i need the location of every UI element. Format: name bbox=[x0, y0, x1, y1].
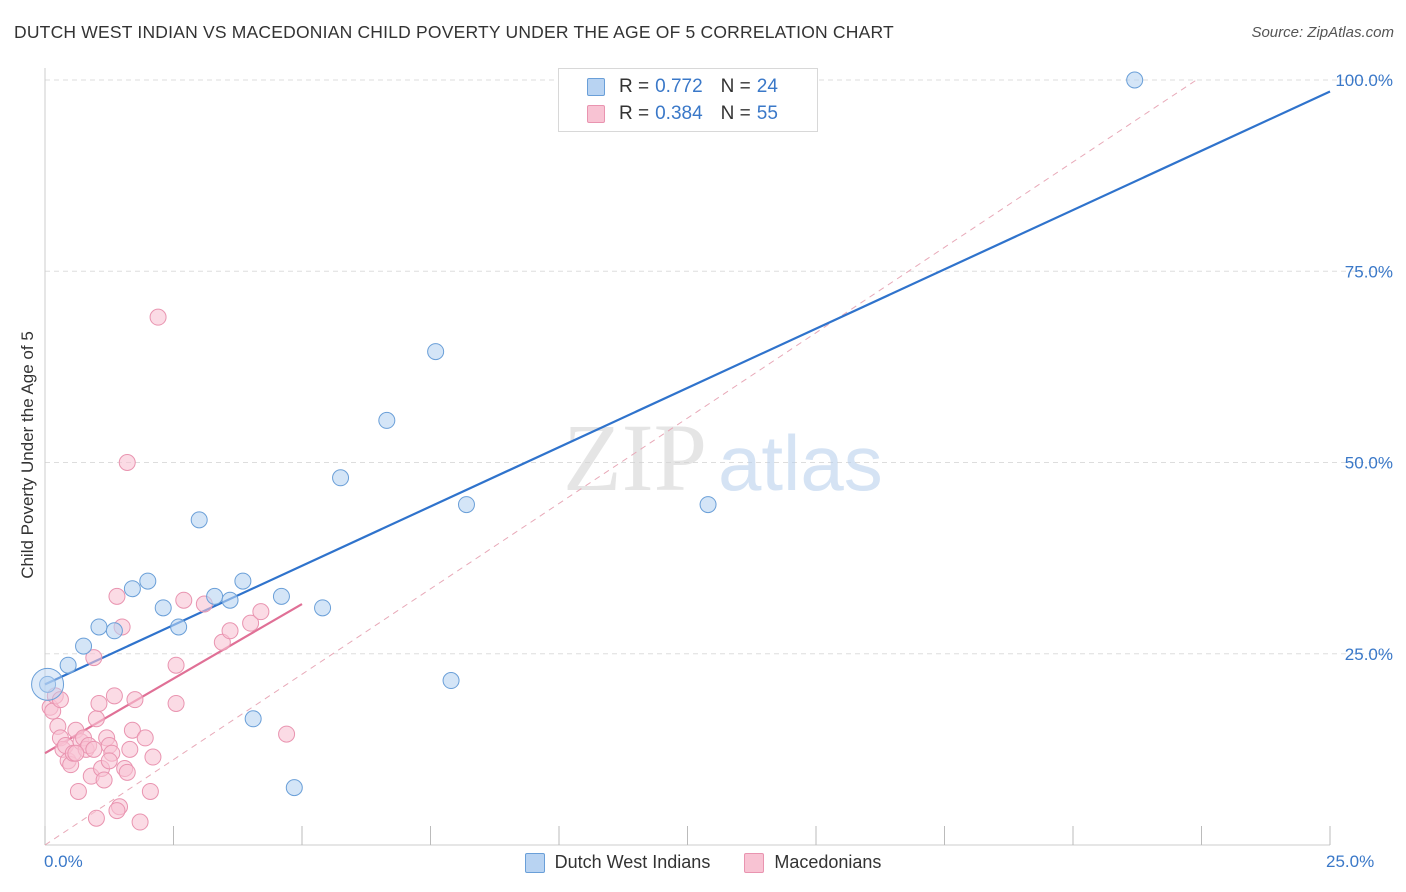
point-macedonians bbox=[121, 740, 139, 758]
y-tick-label: 75.0% bbox=[1345, 262, 1393, 281]
legend-n-value: 24 bbox=[756, 76, 778, 97]
point-macedonians bbox=[100, 752, 118, 770]
point-macedonians bbox=[123, 721, 141, 739]
point-dutch-west-indians bbox=[221, 591, 239, 609]
point-dutch-west-indians bbox=[272, 587, 290, 605]
point-macedonians bbox=[252, 603, 270, 621]
point-dutch-west-indians bbox=[170, 618, 188, 636]
x-tick-label-max: 25.0% bbox=[1326, 852, 1375, 871]
legend-r-label: R = bbox=[619, 103, 650, 124]
point-dutch-west-indians bbox=[154, 599, 172, 617]
data-points bbox=[31, 71, 1144, 831]
point-macedonians bbox=[67, 744, 85, 762]
point-dutch-west-indians bbox=[90, 618, 108, 636]
legend-n-label: N = bbox=[720, 103, 751, 124]
point-macedonians bbox=[90, 694, 108, 712]
trend-line-macedonians bbox=[44, 603, 303, 755]
point-macedonians bbox=[141, 782, 159, 800]
grid-layer bbox=[45, 79, 1392, 655]
y-axis-label: Child Poverty Under the Age of 5 bbox=[18, 331, 37, 579]
watermark-zip: ZIP bbox=[563, 404, 707, 511]
legend: R = 0.772 N = 24 R = 0.384 N = 55 bbox=[558, 68, 818, 132]
point-dutch-west-indians bbox=[285, 779, 303, 797]
legend-r-value: 0.384 bbox=[655, 103, 703, 124]
point-dutch-west-indians bbox=[234, 572, 252, 590]
point-dutch-west-indians bbox=[59, 656, 77, 674]
point-macedonians bbox=[221, 622, 239, 640]
point-dutch-west-indians bbox=[427, 343, 445, 361]
point-macedonians bbox=[167, 656, 185, 674]
chart-title: DUTCH WEST INDIAN VS MACEDONIAN CHILD PO… bbox=[14, 22, 894, 42]
point-macedonians bbox=[175, 591, 193, 609]
point-dutch-west-indians bbox=[123, 580, 141, 598]
point-dutch-west-indians bbox=[1126, 71, 1144, 89]
tick-labels: 25.0% 50.0% 75.0% 100.0% bbox=[1335, 71, 1393, 664]
legend-n-value: 55 bbox=[756, 103, 778, 124]
series-swatch-pink bbox=[744, 852, 765, 873]
series-legend-item-macedonians: Macedonians bbox=[744, 852, 881, 873]
watermark-atlas: atlas bbox=[718, 419, 883, 507]
point-dutch-west-indians bbox=[206, 587, 224, 605]
point-macedonians bbox=[69, 782, 87, 800]
point-dutch-west-indians bbox=[457, 496, 475, 514]
y-tick-label: 50.0% bbox=[1345, 454, 1393, 473]
point-macedonians bbox=[87, 809, 105, 827]
point-macedonians bbox=[87, 710, 105, 728]
legend-swatch-blue bbox=[587, 78, 605, 96]
legend-swatch-pink bbox=[587, 105, 605, 123]
point-macedonians bbox=[167, 694, 185, 712]
point-macedonians bbox=[105, 687, 123, 705]
point-dutch-west-indians bbox=[332, 469, 350, 487]
legend-row-macedonians: R = 0.384 N = 55 bbox=[587, 102, 796, 126]
point-macedonians bbox=[118, 454, 136, 471]
trend-lines bbox=[44, 79, 1331, 846]
point-dutch-west-indians bbox=[244, 710, 262, 728]
point-dutch-west-indians bbox=[314, 599, 332, 617]
point-dutch-west-indians bbox=[105, 622, 123, 640]
source-label: Source: ZipAtlas.com bbox=[1251, 24, 1394, 41]
series-name: Macedonians bbox=[774, 852, 882, 872]
point-dutch-west-indians bbox=[699, 496, 717, 514]
axis-layer bbox=[44, 68, 1331, 846]
point-dutch-west-indians-large bbox=[31, 667, 65, 701]
y-tick-label: 25.0% bbox=[1345, 645, 1393, 664]
watermark: ZIP atlas bbox=[563, 404, 883, 511]
point-macedonians bbox=[126, 691, 144, 709]
point-dutch-west-indians bbox=[190, 511, 208, 529]
legend-r-value: 0.772 bbox=[655, 76, 703, 97]
point-macedonians bbox=[278, 725, 296, 743]
point-macedonians bbox=[136, 729, 154, 747]
y-tick-label: 100.0% bbox=[1335, 71, 1393, 90]
legend-r-label: R = bbox=[619, 76, 650, 97]
point-dutch-west-indians bbox=[378, 411, 396, 429]
point-dutch-west-indians bbox=[75, 637, 93, 655]
point-macedonians bbox=[149, 308, 167, 326]
point-macedonians bbox=[144, 748, 162, 766]
point-dutch-west-indians bbox=[442, 672, 460, 690]
series-swatch-blue bbox=[524, 852, 545, 873]
point-macedonians bbox=[108, 587, 126, 605]
legend-n-label: N = bbox=[720, 76, 751, 97]
x-tick-label-min: 0.0% bbox=[44, 852, 83, 871]
point-dutch-west-indians bbox=[39, 675, 57, 693]
series-legend-item-dutch-west-indians: Dutch West Indians bbox=[524, 852, 711, 873]
point-macedonians bbox=[95, 771, 113, 789]
series-name: Dutch West Indians bbox=[554, 852, 711, 872]
trend-line-dutch-west-indians bbox=[44, 90, 1331, 686]
point-dutch-west-indians bbox=[139, 572, 157, 590]
point-macedonians bbox=[118, 763, 136, 781]
point-macedonians bbox=[85, 740, 103, 758]
series-legend: Dutch West Indians Macedonians bbox=[0, 852, 1406, 873]
legend-row-dutch-west-indians: R = 0.772 N = 24 bbox=[587, 75, 796, 99]
point-macedonians bbox=[242, 614, 260, 632]
point-macedonians bbox=[131, 813, 149, 831]
point-macedonians bbox=[108, 802, 126, 820]
point-macedonians bbox=[85, 649, 103, 667]
